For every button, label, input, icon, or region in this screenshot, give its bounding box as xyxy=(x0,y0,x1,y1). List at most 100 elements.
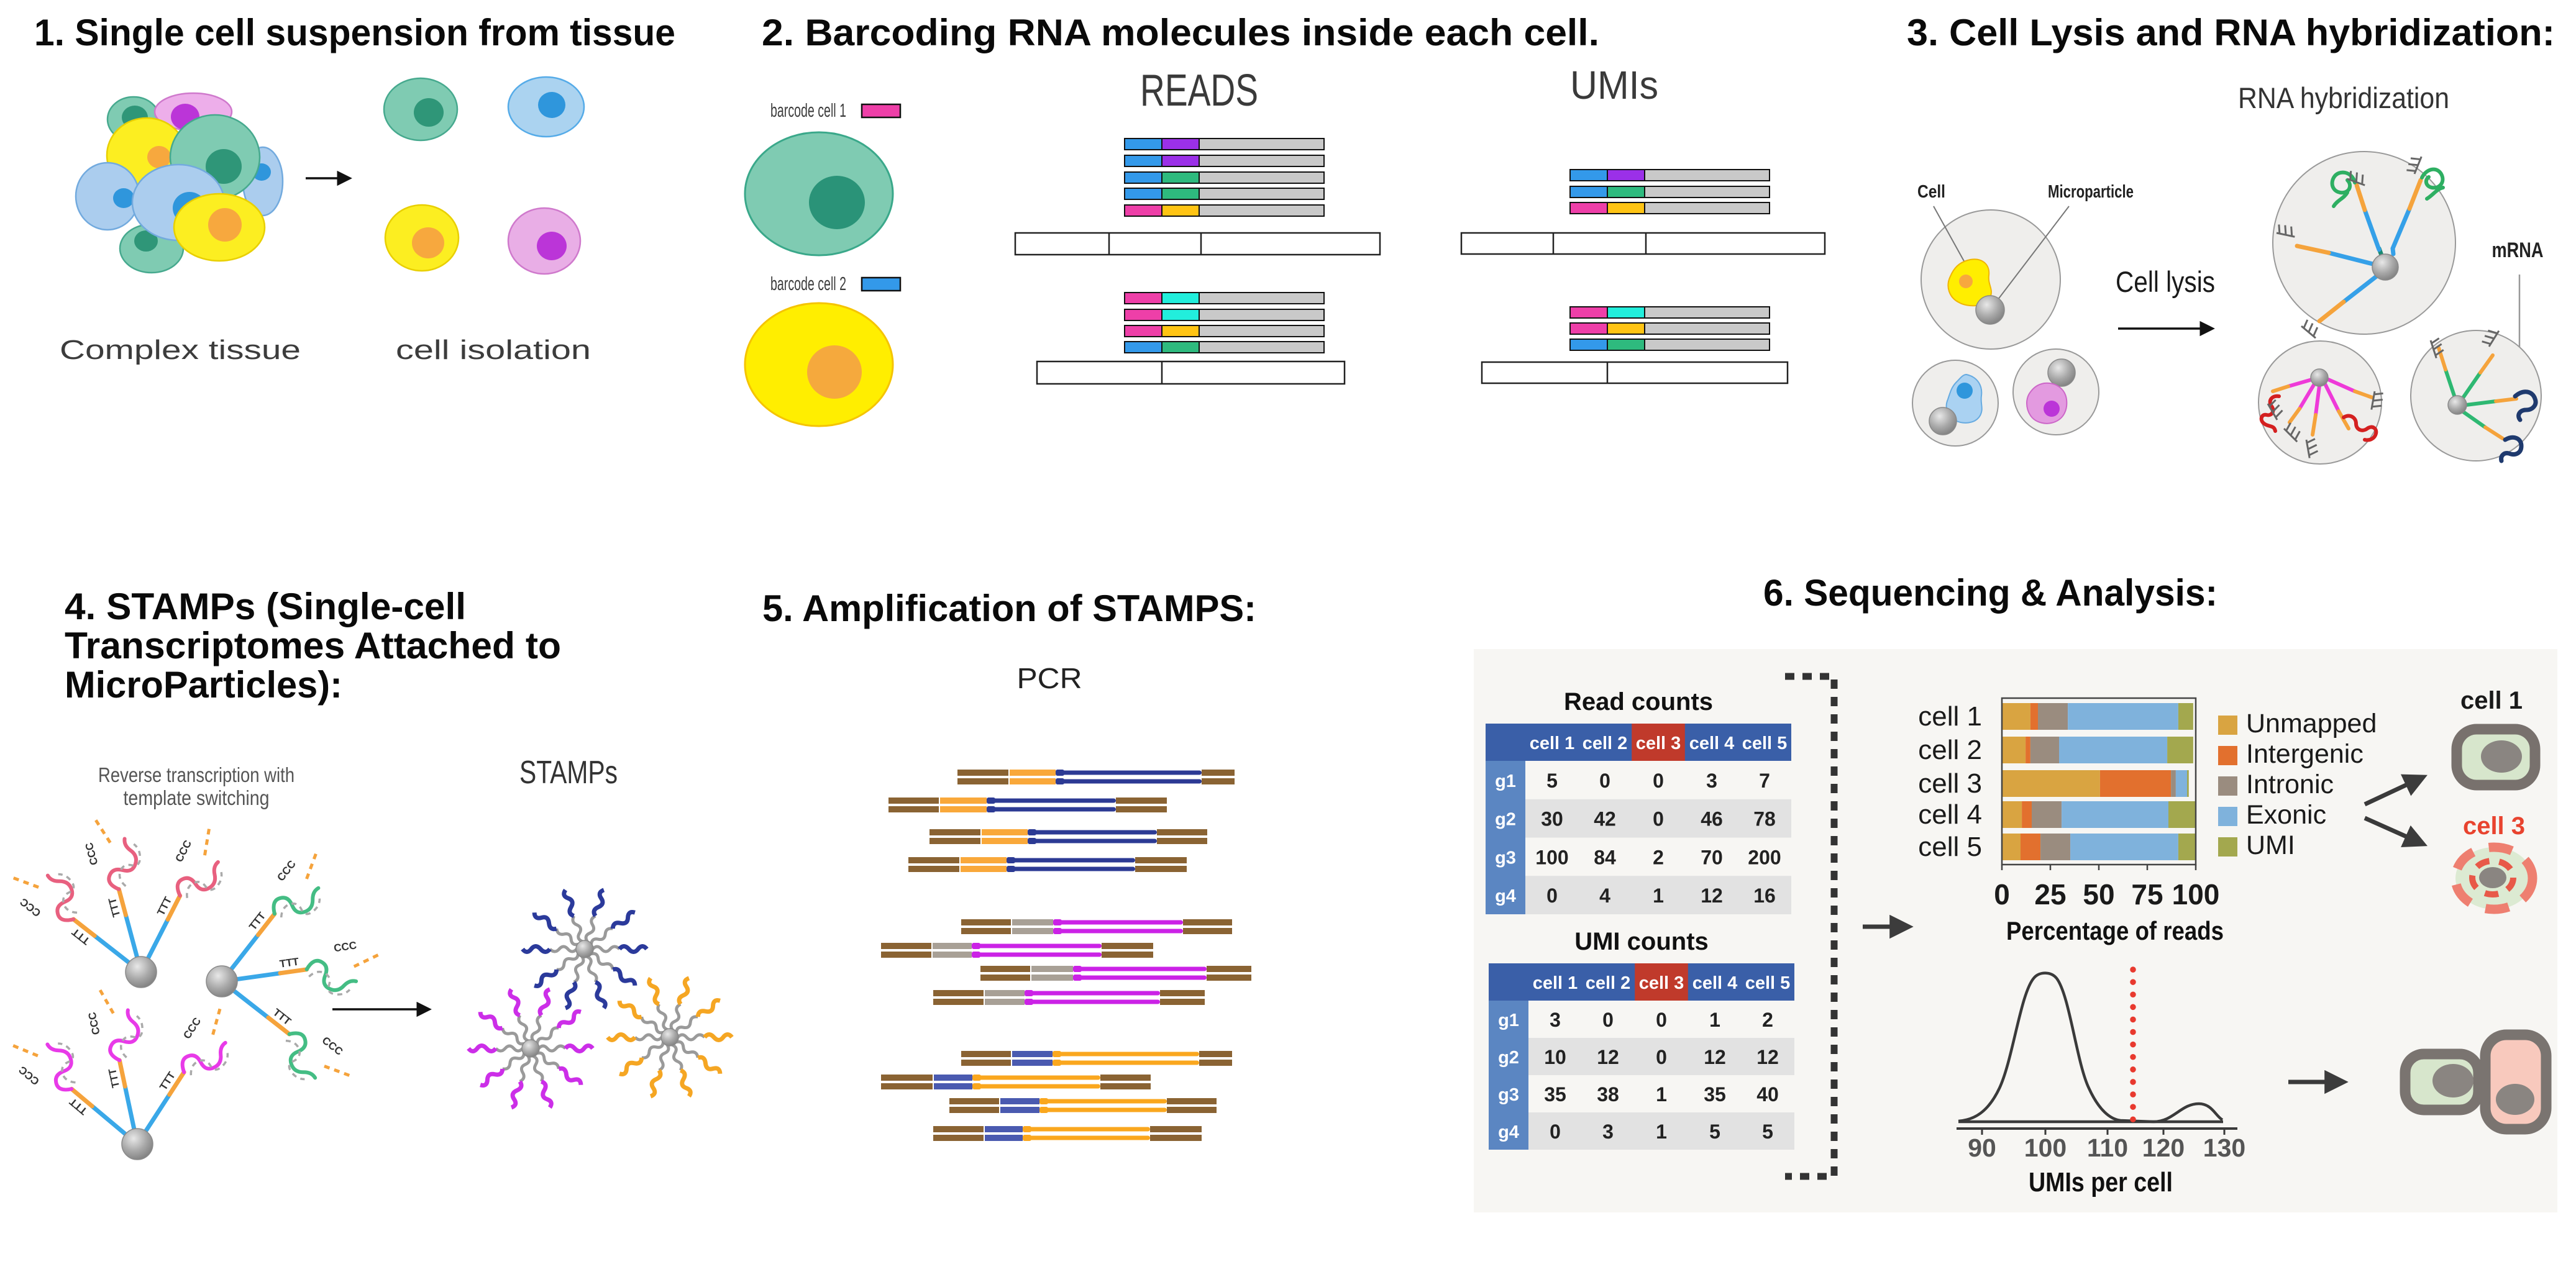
svg-text:30: 30 xyxy=(1541,808,1563,830)
svg-text:12: 12 xyxy=(1704,1046,1726,1068)
svg-text:0: 0 xyxy=(1653,808,1664,830)
svg-text:16: 16 xyxy=(1753,884,1776,907)
svg-text:cell 4: cell 4 xyxy=(1689,734,1735,753)
svg-text:g2: g2 xyxy=(1498,1048,1519,1068)
svg-text:35: 35 xyxy=(1544,1083,1566,1106)
svg-text:Intergenic: Intergenic xyxy=(2246,739,2364,769)
svg-text:Unmapped: Unmapped xyxy=(2246,709,2377,738)
svg-text:5. Amplification of STAMPS:: 5. Amplification of STAMPS: xyxy=(762,588,1256,629)
svg-text:4. STAMPs (Single-cell: 4. STAMPs (Single-cell xyxy=(65,586,466,627)
svg-text:barcode cell 1: barcode cell 1 xyxy=(770,99,846,121)
svg-text:Microparticle: Microparticle xyxy=(2048,182,2134,202)
svg-text:1. Single cell suspension from: 1. Single cell suspension from tissue xyxy=(34,12,675,53)
svg-text:cell 2: cell 2 xyxy=(1918,735,1982,765)
svg-text:100: 100 xyxy=(2172,878,2220,911)
svg-text:1: 1 xyxy=(1653,884,1664,907)
svg-text:barcode cell 2: barcode cell 2 xyxy=(770,273,846,294)
svg-text:5: 5 xyxy=(1709,1120,1720,1143)
svg-text:g2: g2 xyxy=(1495,810,1516,830)
svg-text:cell 2: cell 2 xyxy=(1583,734,1628,753)
svg-text:g1: g1 xyxy=(1495,771,1516,791)
svg-text:6. Sequencing & Analysis:: 6. Sequencing & Analysis: xyxy=(1763,572,2217,614)
svg-text:UMI counts: UMI counts xyxy=(1574,928,1709,955)
svg-text:0: 0 xyxy=(1602,1009,1614,1031)
svg-text:78: 78 xyxy=(1753,808,1776,830)
svg-text:3: 3 xyxy=(1706,770,1717,792)
svg-text:12: 12 xyxy=(1701,884,1723,907)
svg-text:70: 70 xyxy=(1701,846,1723,868)
svg-text:1: 1 xyxy=(1656,1120,1667,1143)
svg-text:cell 1: cell 1 xyxy=(1918,701,1982,732)
svg-text:Intronic: Intronic xyxy=(2246,770,2334,799)
svg-text:0: 0 xyxy=(1599,770,1610,792)
svg-text:template switching: template switching xyxy=(124,786,270,809)
svg-text:MicroParticles):: MicroParticles): xyxy=(65,664,342,706)
svg-text:cell 3: cell 3 xyxy=(1639,973,1684,993)
svg-text:84: 84 xyxy=(1594,846,1616,868)
svg-text:5: 5 xyxy=(1546,770,1558,792)
svg-text:Read counts: Read counts xyxy=(1564,688,1713,716)
svg-text:UMIs: UMIs xyxy=(1570,63,1658,107)
svg-text:75: 75 xyxy=(2131,878,2163,911)
svg-text:g4: g4 xyxy=(1498,1122,1519,1142)
svg-text:g4: g4 xyxy=(1495,886,1516,906)
svg-text:90: 90 xyxy=(1968,1134,1996,1162)
svg-text:Complex tissue: Complex tissue xyxy=(60,335,301,365)
svg-text:0: 0 xyxy=(1994,878,2010,911)
svg-text:cell isolation: cell isolation xyxy=(396,335,591,365)
svg-text:cell 3: cell 3 xyxy=(1636,734,1681,753)
svg-text:cell 5: cell 5 xyxy=(1745,973,1791,993)
svg-text:g3: g3 xyxy=(1498,1085,1519,1105)
svg-text:12: 12 xyxy=(1597,1046,1619,1068)
svg-text:RNA hybridization: RNA hybridization xyxy=(2238,81,2449,114)
svg-text:0: 0 xyxy=(1653,770,1664,792)
svg-text:2: 2 xyxy=(1762,1009,1773,1031)
svg-text:2. Barcoding RNA molecules ins: 2. Barcoding RNA molecules inside each c… xyxy=(762,12,1599,53)
svg-text:7: 7 xyxy=(1759,770,1770,792)
svg-text:Reverse transcription with: Reverse transcription with xyxy=(98,763,295,786)
svg-text:g3: g3 xyxy=(1495,848,1516,868)
svg-text:50: 50 xyxy=(2083,878,2114,911)
svg-text:cell 4: cell 4 xyxy=(1918,799,1982,830)
svg-text:0: 0 xyxy=(1546,884,1558,907)
svg-text:35: 35 xyxy=(1704,1083,1726,1106)
svg-text:Cell lysis: Cell lysis xyxy=(2116,265,2215,298)
svg-text:cell 5: cell 5 xyxy=(1742,734,1788,753)
svg-text:25: 25 xyxy=(2034,878,2066,911)
svg-text:0: 0 xyxy=(1656,1046,1667,1068)
svg-text:UMIs per cell: UMIs per cell xyxy=(2029,1167,2173,1197)
svg-text:5: 5 xyxy=(1762,1120,1773,1143)
svg-text:10: 10 xyxy=(1544,1046,1566,1068)
svg-text:PCR: PCR xyxy=(1017,662,1082,694)
svg-text:Cell: Cell xyxy=(1917,182,1945,202)
svg-text:38: 38 xyxy=(1597,1083,1619,1106)
svg-text:cell 1: cell 1 xyxy=(1533,973,1578,993)
svg-text:READS: READS xyxy=(1140,66,1258,116)
svg-text:0: 0 xyxy=(1550,1120,1561,1143)
svg-text:40: 40 xyxy=(1756,1083,1779,1106)
svg-text:UMI: UMI xyxy=(2246,830,2295,860)
svg-text:cell 3: cell 3 xyxy=(1918,768,1982,799)
svg-text:46: 46 xyxy=(1701,808,1723,830)
svg-text:130: 130 xyxy=(2203,1134,2245,1162)
svg-text:cell 3: cell 3 xyxy=(2463,812,2525,840)
svg-text:12: 12 xyxy=(1756,1046,1779,1068)
svg-text:120: 120 xyxy=(2142,1134,2185,1162)
svg-text:mRNA: mRNA xyxy=(2492,239,2544,262)
svg-text:100: 100 xyxy=(2024,1134,2067,1162)
svg-text:Exonic: Exonic xyxy=(2246,800,2326,830)
svg-text:100: 100 xyxy=(1535,846,1568,868)
svg-text:g1: g1 xyxy=(1498,1011,1519,1030)
svg-text:STAMPs: STAMPs xyxy=(519,755,618,791)
svg-text:Transcriptomes Attached to: Transcriptomes Attached to xyxy=(65,625,561,666)
svg-text:cell 4: cell 4 xyxy=(1692,973,1738,993)
svg-text:cell 1: cell 1 xyxy=(2460,687,2523,714)
svg-text:3: 3 xyxy=(1602,1120,1614,1143)
svg-text:cell 5: cell 5 xyxy=(1918,832,1982,862)
svg-text:0: 0 xyxy=(1656,1009,1667,1031)
svg-text:1: 1 xyxy=(1709,1009,1720,1031)
svg-text:42: 42 xyxy=(1594,808,1616,830)
svg-text:4: 4 xyxy=(1599,884,1610,907)
svg-text:2: 2 xyxy=(1653,846,1664,868)
svg-text:1: 1 xyxy=(1656,1083,1667,1106)
